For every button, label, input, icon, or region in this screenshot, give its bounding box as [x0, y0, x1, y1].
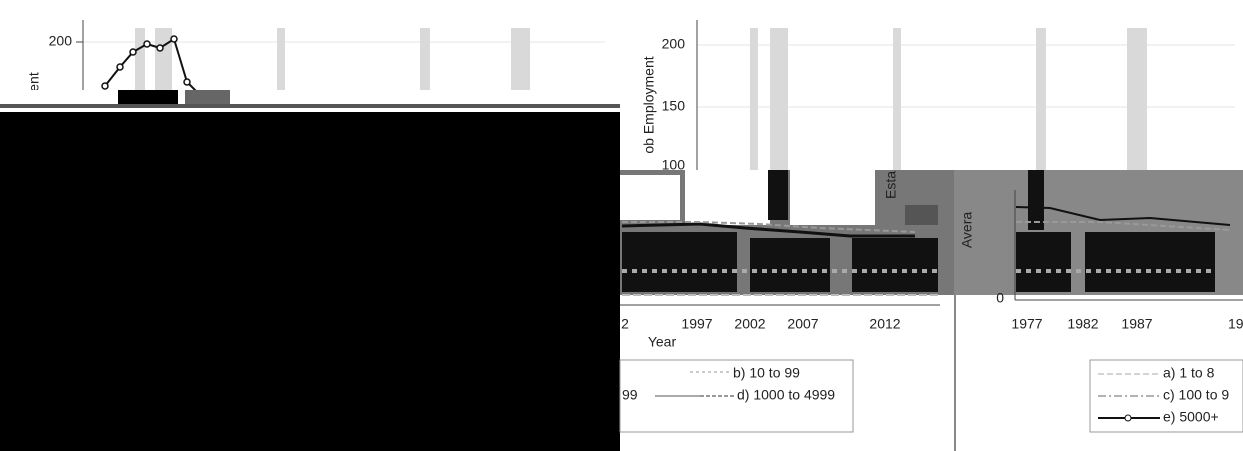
axis-label: Avera [959, 212, 975, 249]
x-tick-label: 2 [621, 316, 629, 332]
legend-entry: a) 1 to 8 [1163, 365, 1215, 381]
x-tick-label: 2012 [869, 316, 900, 332]
y-tick-label: 0 [996, 290, 1004, 306]
legend-entry: c) 100 to 9 [1163, 387, 1229, 403]
x-tick-label: 1987 [1121, 316, 1152, 332]
axis-label: ent [26, 72, 42, 92]
black-region [0, 112, 620, 451]
legend-entry: 99 [622, 387, 638, 403]
x-axis-label: Year [648, 334, 677, 350]
y-tick-label: 200 [49, 33, 73, 49]
x-tick-label: 2007 [787, 316, 818, 332]
legend-entry: b) 10 to 99 [733, 365, 800, 381]
y-tick-label: 100 [662, 157, 686, 173]
x-tick-label: 2002 [734, 316, 765, 332]
y-tick-label: 150 [662, 98, 686, 114]
legend: a) 1 to 8 c) 100 to 9 e) 5000+ [1089, 359, 1243, 433]
inset-overlay [956, 170, 1243, 295]
overlay [620, 170, 955, 296]
glitch-band [0, 90, 620, 112]
y-tick-label: 200 [662, 36, 686, 52]
legend: b) 10 to 99 99 d) 1000 to 4999 [619, 359, 854, 433]
legend-entry: e) 5000+ [1163, 409, 1219, 425]
axis-label: ob Employment [641, 56, 657, 153]
legend-entry: d) 1000 to 4999 [737, 387, 835, 403]
recession-bars [750, 28, 1147, 170]
overlay-label: Esta [883, 171, 899, 199]
x-tick-label: 1977 [1011, 316, 1042, 332]
x-tick-label: 19 [1228, 316, 1243, 332]
x-tick-label: 1982 [1067, 316, 1098, 332]
x-tick-label: 1997 [681, 316, 712, 332]
series-line [101, 35, 201, 96]
